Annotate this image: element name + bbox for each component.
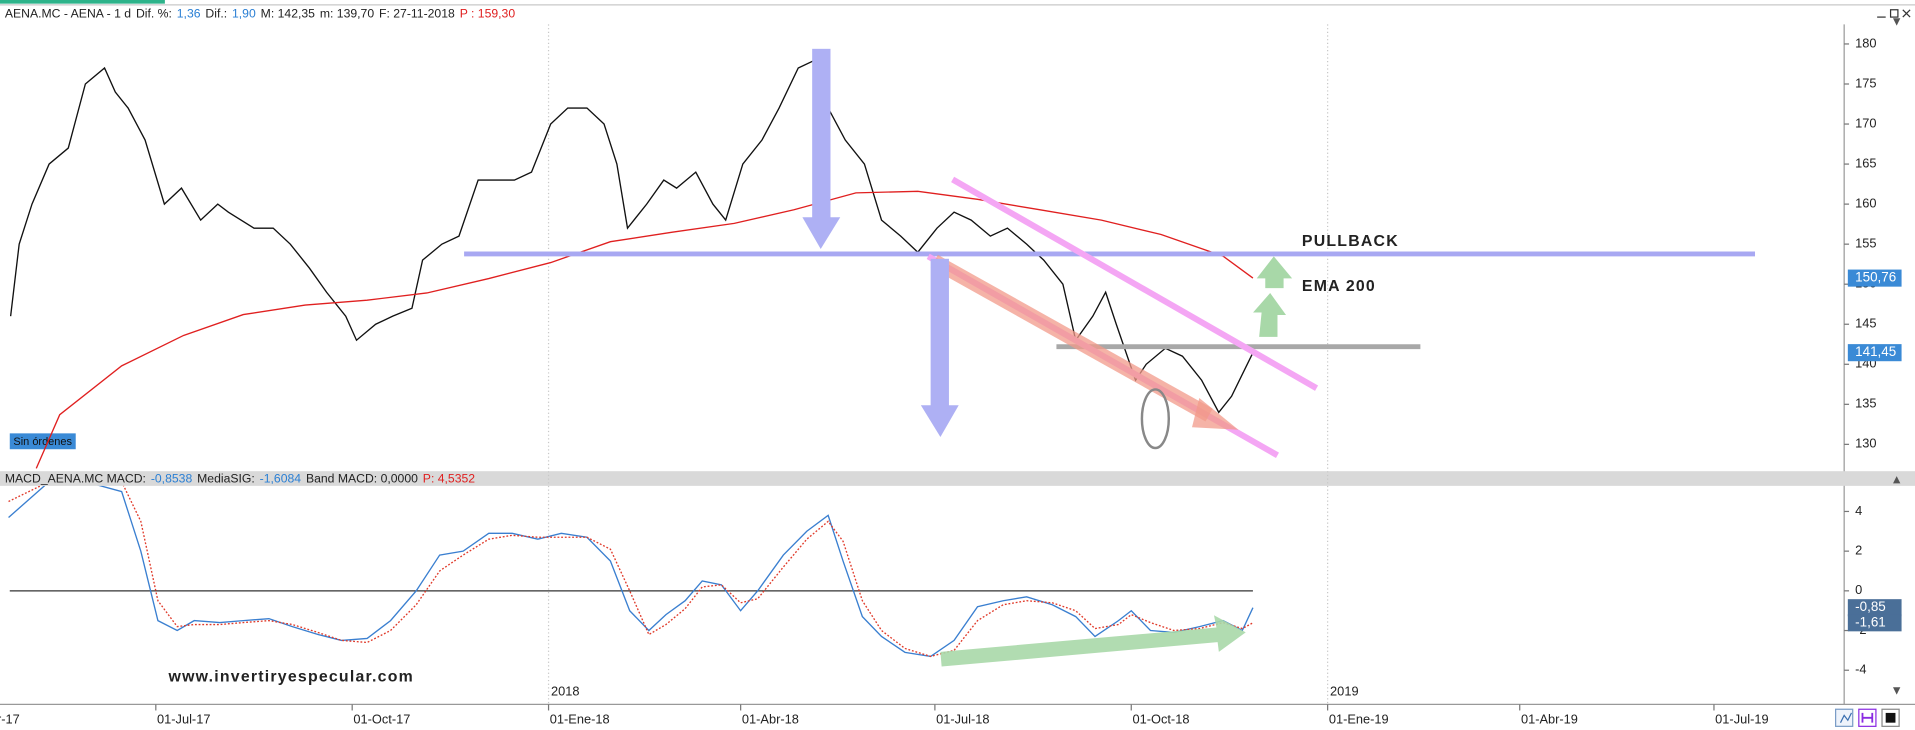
scroll-down-top[interactable] (1893, 18, 1901, 26)
header-part: 1,90 (232, 7, 256, 21)
y-tick-label: 0 (1855, 582, 1862, 597)
y-tick-label: 4 (1855, 503, 1862, 518)
value-marker-label: -0,85 (1855, 599, 1886, 614)
color-swatch (1885, 712, 1896, 723)
hl-glyph (1861, 712, 1874, 723)
year-label: 2018 (551, 684, 580, 699)
drawings (464, 48, 1756, 667)
divergence-arrow (940, 615, 1246, 667)
zoom-glyph (1839, 712, 1853, 723)
header-part: Dif.: (205, 7, 227, 21)
series-line (8, 485, 1254, 658)
drop-arrow-shaft (812, 48, 831, 220)
header-part: P : 159,30 (460, 7, 516, 21)
drop-arrow-head (802, 217, 841, 250)
active-tab-strip (0, 0, 165, 4)
panel-separator (0, 471, 1915, 486)
value-marker (1847, 614, 1902, 632)
y-tick-label: -4 (1855, 662, 1866, 677)
y-tick-label: 155 (1855, 236, 1876, 251)
value-marker (1847, 344, 1902, 362)
scroll-up[interactable] (1893, 476, 1901, 484)
orders-button[interactable] (9, 433, 76, 450)
series-line (8, 485, 1254, 658)
year-label: 2019 (1330, 684, 1359, 699)
value-marker-label: 141,45 (1855, 344, 1896, 359)
x-tick-label: 01-Jul-17 (157, 712, 210, 727)
series-line (9, 58, 1254, 414)
trend-arrow-shaft (930, 254, 1213, 422)
value-marker (1847, 269, 1902, 287)
watermark: www.invertiryespecular.com (168, 669, 414, 686)
y-tick-label: 130 (1855, 436, 1876, 451)
x-tick-label: 01-Abr-17 (0, 712, 20, 727)
x-tick-label: 01-Oct-17 (353, 712, 410, 727)
y-tick-label: 160 (1855, 196, 1876, 211)
panel-header: AENA.MC - AENA - 1 d Dif. %: 1,36 Dif.: 1,90… (5, 7, 515, 21)
y-tick-label: 145 (1855, 316, 1876, 331)
header-part: MACD_AENA.MC MACD: (5, 472, 146, 486)
header-part: F: 27-11-2018 (379, 7, 455, 21)
up-arrow-2 (1256, 256, 1293, 289)
x-tick-label: 01-Oct-18 (1132, 712, 1189, 727)
y-tick-label: 175 (1855, 75, 1876, 90)
y-tick-label: 170 (1855, 115, 1876, 130)
up-arrow-1 (1253, 292, 1287, 337)
window-buttons[interactable] (1877, 9, 1911, 18)
target-arrow-head (920, 405, 959, 438)
wick-highlight (1140, 388, 1171, 450)
annotation: EMA 200 (1302, 278, 1376, 295)
header-part: -0,8538 (151, 472, 193, 486)
header-part: P: 4,5352 (423, 472, 475, 486)
header-part: Band MACD: 0,0000 (306, 472, 418, 486)
x-tick-label: 01-Jul-18 (936, 712, 989, 727)
scroll-down[interactable] (1893, 687, 1901, 695)
value-marker-label: -1,61 (1855, 614, 1886, 629)
trend-arrow-head (1191, 397, 1239, 430)
header-part: AENA.MC - AENA - 1 d (5, 7, 131, 21)
x-tick-label: 01-Abr-18 (742, 712, 799, 727)
panel-header: MACD_AENA.MC MACD: -0,8538 MediaSIG: -1,608… (5, 472, 475, 486)
zoom-icon[interactable] (1835, 708, 1854, 727)
orders-button-label[interactable]: Sin órdenes (13, 436, 72, 448)
x-tick-label: 01-Jul-19 (1715, 712, 1768, 727)
value-marker (1847, 599, 1902, 617)
value-marker-label: 150,76 (1855, 270, 1896, 285)
series-line (35, 190, 1254, 469)
y-tick-label: 135 (1855, 396, 1876, 411)
target-arrow-shaft (930, 258, 949, 408)
y-tick-label: 165 (1855, 155, 1876, 170)
header-part: 1,36 (177, 7, 201, 21)
y-tick-label: 180 (1855, 35, 1876, 50)
close-button[interactable] (1902, 9, 1911, 18)
channel-upper (951, 176, 1319, 391)
maximize-button[interactable] (1889, 9, 1899, 18)
header-part: m: 139,70 (320, 7, 374, 21)
x-tick-label: 01-Abr-19 (1521, 712, 1578, 727)
header-part: -1,6084 (260, 472, 302, 486)
header-part: Dif. %: (136, 7, 172, 21)
header-part: MediaSIG: (197, 472, 255, 486)
y-tick-label: 2 (1855, 543, 1862, 558)
header-part: M: 142,35 (261, 7, 315, 21)
x-tick-label: 01-Ene-19 (1329, 712, 1389, 727)
x-tick-label: 01-Ene-18 (550, 712, 610, 727)
annotation: PULLBACK (1302, 233, 1399, 250)
